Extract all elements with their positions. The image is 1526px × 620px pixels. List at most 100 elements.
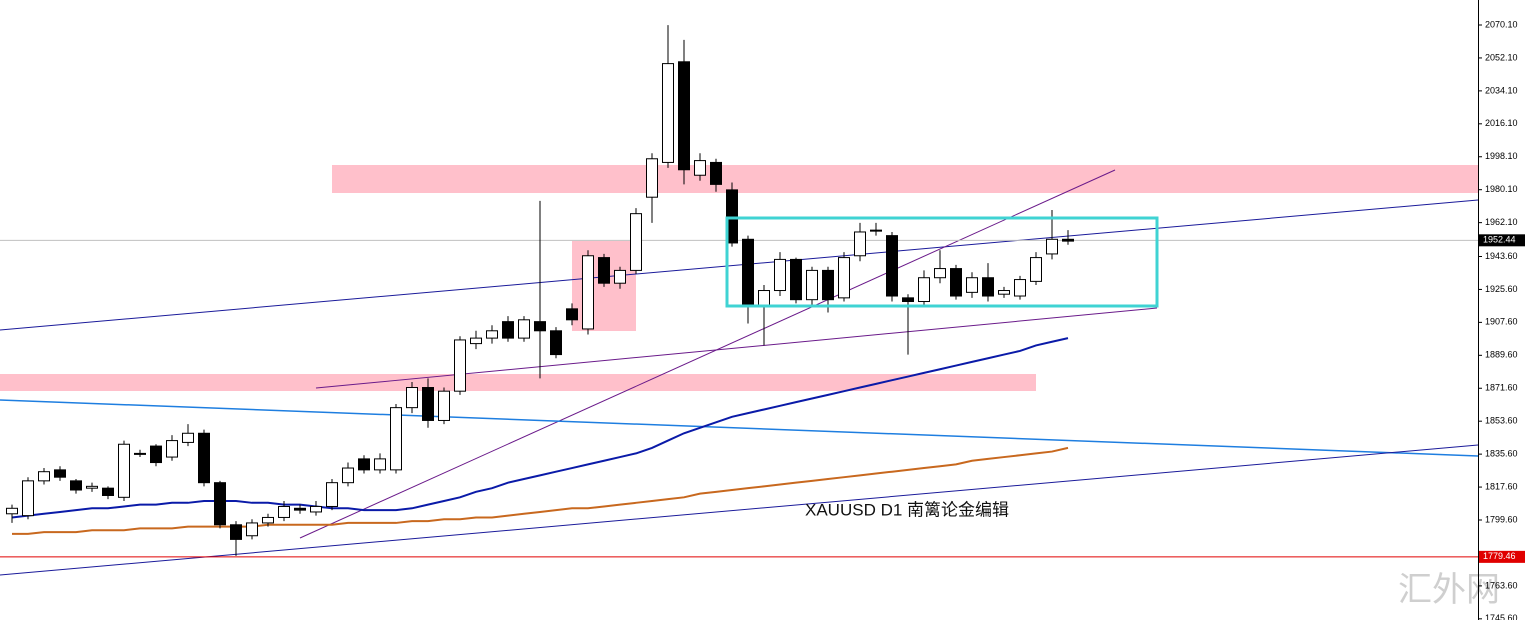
candle-body: [230, 524, 242, 540]
candle-body: [1062, 238, 1074, 242]
candle-body: [342, 467, 354, 484]
candle-body: [742, 238, 754, 306]
y-tick-label: 1817.60: [1485, 481, 1518, 491]
y-tick-label: 1962.10: [1485, 217, 1518, 227]
trend-line: [0, 444, 1479, 576]
candle-body: [358, 458, 370, 471]
candle-body: [950, 268, 962, 297]
candle-body: [278, 505, 290, 518]
watermark: 汇外网: [1398, 570, 1500, 610]
candle-body: [854, 231, 866, 257]
price-label: 1952.44: [1483, 235, 1516, 245]
candle-body: [822, 269, 834, 301]
y-tick-label: 1980.10: [1485, 184, 1518, 194]
price-label-bg: [1479, 234, 1525, 247]
y-tick-label: 1835.60: [1485, 449, 1518, 459]
candle-body: [646, 158, 658, 198]
candle-body: [326, 482, 338, 507]
candle-body: [406, 387, 418, 409]
support-zone: [0, 374, 1036, 391]
candle-body: [630, 213, 642, 271]
candle-body: [470, 337, 482, 345]
candle-body: [838, 257, 850, 299]
candle-body: [118, 443, 130, 498]
candle-body: [390, 407, 402, 471]
moving-average: [11, 337, 1069, 519]
candle-body: [1046, 238, 1058, 255]
y-tick-label: 2070.10: [1485, 19, 1518, 29]
annotation: XAUUSD D1 南篱论金编辑: [805, 500, 1009, 519]
candle-body: [182, 432, 194, 443]
candle-body: [758, 290, 770, 306]
candle-body: [166, 440, 178, 458]
candle-body: [22, 480, 34, 517]
candle-body: [438, 390, 450, 421]
candle-body: [54, 469, 66, 478]
y-tick-label: 1998.10: [1485, 151, 1518, 161]
candle-body: [518, 319, 530, 339]
candle-body: [70, 480, 82, 491]
range-box: [725, 216, 1159, 308]
y-tick-label: 2034.10: [1485, 85, 1518, 95]
candle-body: [86, 485, 98, 489]
candle-body: [566, 308, 578, 321]
candle-body: [694, 160, 706, 176]
y-axis: 2070.10 2052.10 2034.10 2016.10 1998.10 1980.…: [1478, 19, 1525, 620]
price-label-bg: [1479, 550, 1525, 563]
plot: [0, 25, 1478, 558]
candle-body: [886, 235, 898, 297]
candle-body: [422, 387, 434, 421]
candle-body: [102, 487, 114, 496]
candle-body: [598, 257, 610, 284]
candle-body: [262, 516, 274, 524]
candle-body: [614, 269, 626, 284]
candle-body: [790, 258, 802, 301]
candle-body: [918, 277, 930, 303]
candle-body: [710, 161, 722, 185]
candle-body: [454, 339, 466, 392]
y-tick-label: 2016.10: [1485, 118, 1518, 128]
candle-body: [966, 277, 978, 293]
y-tick-label: 1763.60: [1485, 580, 1518, 590]
candle-body: [294, 507, 306, 511]
candle-body: [982, 277, 994, 297]
candle-body: [998, 290, 1010, 295]
resistance-zone: [332, 165, 1478, 193]
candle-body: [870, 229, 882, 232]
y-tick-label: 1889.60: [1485, 350, 1518, 360]
candle-body: [38, 471, 50, 482]
candle-body: [726, 189, 738, 244]
y-tick-label: 2052.10: [1485, 52, 1518, 62]
candle-body: [486, 330, 498, 339]
trend-line: [0, 199, 1479, 331]
candle-body: [214, 482, 226, 526]
candle-body: [374, 458, 386, 471]
y-tick-label: 1871.60: [1485, 383, 1518, 393]
y-tick-label: 1799.60: [1485, 514, 1518, 524]
candle-body: [934, 268, 946, 279]
candle-body: [6, 507, 18, 515]
candle-body: [902, 297, 914, 303]
moving-average: [12, 446, 1069, 535]
candle-body: [806, 269, 818, 301]
candle-body: [246, 522, 258, 537]
candle-body: [310, 505, 322, 513]
candle-body: [534, 321, 546, 332]
candle-body: [678, 61, 690, 171]
candle-body: [134, 452, 146, 455]
y-tick-label: 1943.60: [1485, 251, 1518, 261]
price-label: 1779.46: [1483, 551, 1516, 561]
candle-body: [550, 330, 562, 356]
y-tick-label: 1745.60: [1485, 613, 1518, 620]
y-tick-label: 1853.60: [1485, 416, 1518, 426]
candle-body: [502, 321, 514, 339]
trend-line: [299, 169, 1116, 539]
candle-body: [198, 432, 210, 484]
candle-body: [582, 255, 594, 330]
candle-body: [150, 445, 162, 464]
y-tick-label: 1907.60: [1485, 317, 1518, 327]
candle-body: [1030, 257, 1042, 282]
candle-body: [1014, 279, 1026, 297]
candle-body: [774, 258, 786, 292]
